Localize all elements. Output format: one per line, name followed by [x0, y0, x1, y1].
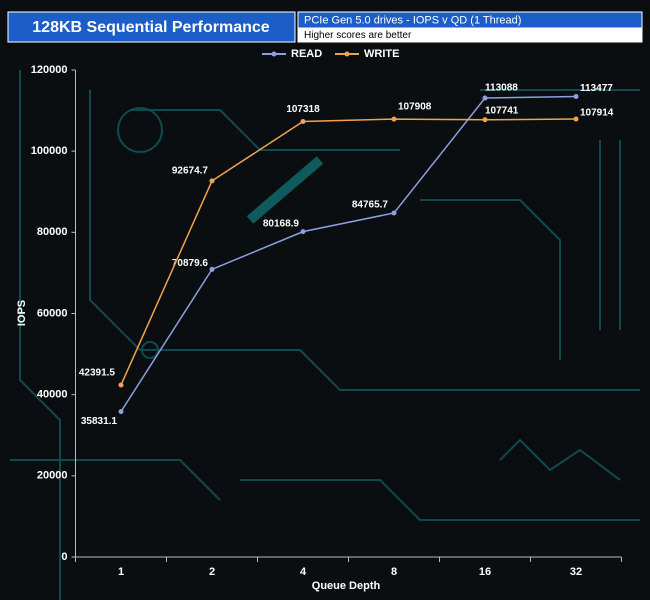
point [573, 93, 579, 99]
y-tick-label: 60000 [37, 307, 68, 319]
data-label: 35831.1 [81, 416, 118, 427]
data-label: 107914 [580, 108, 614, 119]
point [391, 116, 397, 122]
legend-marker [344, 51, 350, 57]
data-label: 113088 [485, 83, 518, 94]
point [209, 178, 215, 184]
x-tick-label: 32 [570, 566, 582, 578]
chart-note: Higher scores are better [304, 30, 412, 41]
x-tick-label: 8 [391, 566, 397, 578]
note-box [297, 27, 643, 43]
data-label: 107741 [485, 105, 519, 116]
y-tick-label: 120000 [31, 64, 68, 76]
data-label: 107318 [286, 104, 320, 115]
line-read [120, 95, 577, 412]
data-label: 84765.7 [352, 200, 389, 211]
data-label: 107908 [398, 102, 432, 113]
data-label: 70879.6 [172, 258, 209, 269]
x-tick-label: 1 [118, 566, 124, 578]
chart-subtitle: PCIe Gen 5.0 drives - IOPS v QD (1 Threa… [304, 14, 521, 26]
y-tick-label: 80000 [37, 226, 68, 238]
point [300, 118, 306, 124]
legend-marker [271, 51, 277, 57]
y-tick-label: 0 [61, 551, 67, 563]
point [573, 116, 579, 122]
chart-title: 128KB Sequential Performance [32, 19, 270, 36]
legend-label: WRITE [364, 48, 399, 60]
data-label: 113477 [580, 83, 613, 94]
legend-label: READ [291, 48, 322, 60]
y-axis-label: IOPS [16, 300, 28, 326]
y-tick-label: 40000 [37, 389, 68, 401]
point [482, 117, 488, 123]
x-tick-label: 2 [209, 566, 215, 578]
circuit-decoration [10, 70, 640, 600]
y-tick-label: 20000 [37, 470, 68, 482]
point [482, 95, 488, 101]
title-box [7, 11, 296, 43]
data-label: 80168.9 [263, 218, 300, 229]
x-tick-label: 16 [479, 566, 491, 578]
point [391, 210, 397, 216]
point [118, 382, 124, 388]
y-tick-label: 100000 [31, 145, 68, 157]
point [209, 266, 215, 272]
point [118, 409, 124, 415]
data-label: 92674.7 [172, 166, 209, 177]
point [300, 229, 306, 235]
data-label: 42391.5 [79, 368, 116, 379]
line-write [120, 118, 577, 386]
x-tick-label: 4 [300, 566, 307, 578]
x-axis-label: Queue Depth [312, 580, 381, 592]
